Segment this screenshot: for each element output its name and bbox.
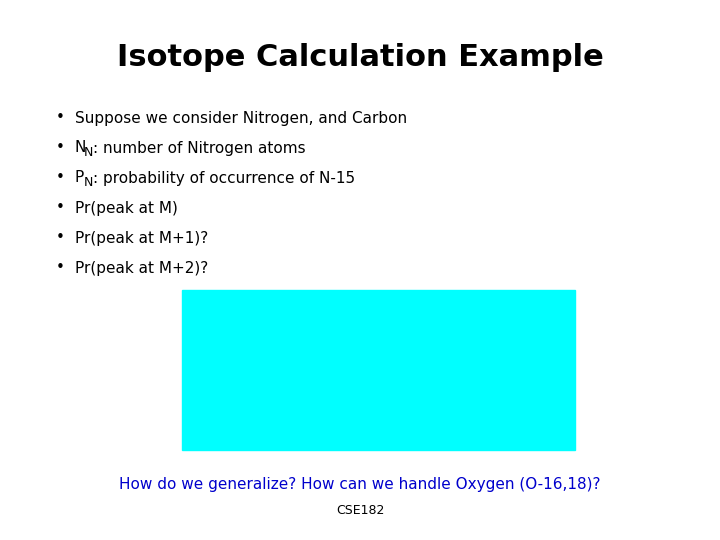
Text: How do we generalize? How can we handle Oxygen (O-16,18)?: How do we generalize? How can we handle … <box>120 477 600 492</box>
Text: •: • <box>55 171 64 186</box>
Text: N: N <box>75 140 86 156</box>
Text: N: N <box>84 176 94 188</box>
Bar <box>182 290 575 450</box>
Text: •: • <box>55 231 64 246</box>
Text: •: • <box>55 200 64 215</box>
Text: Pr(peak at M): Pr(peak at M) <box>75 200 178 215</box>
Text: •: • <box>55 140 64 156</box>
Text: •: • <box>55 260 64 275</box>
Text: Pr(peak at M+1)?: Pr(peak at M+1)? <box>75 231 208 246</box>
Text: P: P <box>75 171 84 186</box>
Text: N: N <box>84 145 94 159</box>
Text: Pr(peak at M+2)?: Pr(peak at M+2)? <box>75 260 208 275</box>
Text: Suppose we consider Nitrogen, and Carbon: Suppose we consider Nitrogen, and Carbon <box>75 111 407 125</box>
Text: Isotope Calculation Example: Isotope Calculation Example <box>117 44 603 72</box>
Text: •: • <box>55 111 64 125</box>
Text: : number of Nitrogen atoms: : number of Nitrogen atoms <box>93 140 305 156</box>
Text: : probability of occurrence of N-15: : probability of occurrence of N-15 <box>93 171 355 186</box>
Text: CSE182: CSE182 <box>336 504 384 517</box>
